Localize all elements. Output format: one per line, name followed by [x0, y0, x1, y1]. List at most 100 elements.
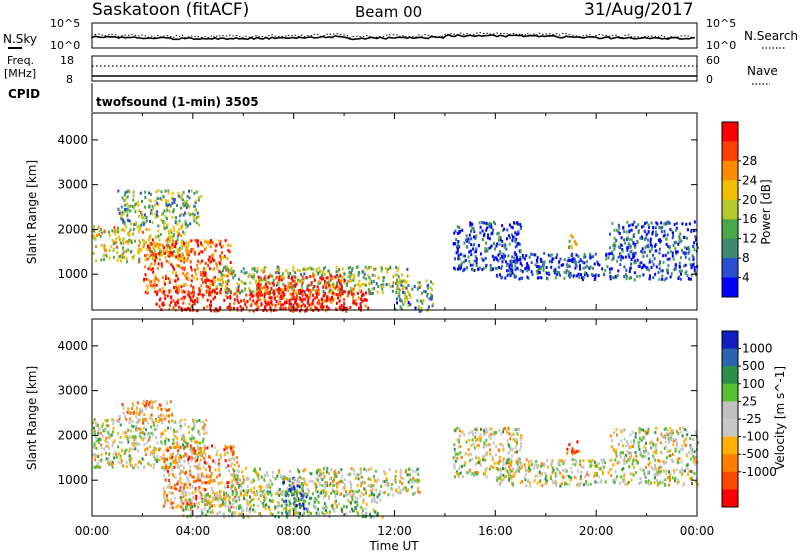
echo-cell — [401, 273, 404, 277]
echo-cell — [128, 449, 131, 452]
echo-cell — [463, 260, 466, 264]
echo-cell — [569, 478, 572, 482]
echo-cell — [549, 259, 552, 263]
echo-cell — [174, 420, 177, 424]
echo-cell — [580, 475, 582, 479]
echo-cell — [126, 240, 129, 244]
echo-cell — [245, 489, 248, 493]
echo-cell — [317, 474, 320, 477]
echo-cell — [333, 509, 336, 513]
echo-cell — [506, 263, 508, 267]
echo-cell — [172, 210, 175, 214]
echo-cell — [600, 458, 603, 462]
echo-cell — [169, 400, 172, 404]
echo-cell — [510, 271, 513, 275]
echo-cell — [223, 515, 226, 519]
echo-cell — [681, 467, 684, 471]
echo-cell — [123, 222, 126, 226]
echo-cell — [185, 222, 188, 226]
echo-cell — [664, 253, 667, 257]
echo-cell — [222, 273, 225, 277]
echo-cell — [569, 272, 572, 275]
echo-cell — [158, 403, 161, 407]
echo-cell — [547, 465, 549, 469]
echo-cell — [322, 284, 325, 288]
echo-cell — [177, 192, 180, 196]
echo-cell — [379, 498, 382, 502]
echo-cell — [620, 255, 623, 258]
echo-cell — [283, 307, 286, 311]
echo-cell — [370, 279, 373, 283]
echo-cell — [407, 292, 410, 296]
echo-cell — [625, 460, 628, 464]
echo-cell — [267, 483, 270, 487]
noise-left-tick-bottom: 10^0 — [50, 39, 80, 52]
echo-cell — [198, 462, 201, 466]
echo-cell — [172, 438, 175, 442]
echo-cell — [125, 418, 128, 421]
echo-cell — [409, 478, 412, 482]
echo-cell — [583, 255, 585, 259]
echo-cell — [164, 256, 167, 260]
echo-cell — [696, 460, 699, 464]
echo-cell — [126, 410, 129, 414]
echo-cell — [308, 502, 310, 505]
echo-cell — [225, 257, 228, 261]
echo-cell — [301, 289, 304, 293]
echo-cell — [220, 481, 223, 485]
echo-cell — [263, 473, 266, 477]
echo-cell — [294, 509, 297, 513]
echo-cell — [494, 266, 497, 270]
echo-cell — [114, 232, 117, 235]
echo-cell — [458, 231, 461, 235]
echo-cell — [391, 493, 394, 497]
echo-cell — [147, 462, 150, 466]
echo-cell — [132, 198, 135, 202]
echo-cell — [198, 289, 201, 293]
echo-cell — [298, 476, 301, 479]
echo-cell — [94, 236, 97, 240]
echo-cell — [322, 489, 325, 493]
echo-cell — [625, 268, 628, 272]
echo-cell — [453, 443, 456, 447]
echo-cell — [276, 505, 279, 509]
echo-cell — [458, 440, 460, 444]
echo-cell — [189, 448, 191, 452]
echo-cell — [578, 264, 581, 268]
echo-cell — [228, 305, 231, 309]
echo-cell — [187, 425, 190, 429]
echo-cell — [228, 499, 231, 502]
nave-tick-top: 60 — [706, 54, 720, 67]
echo-cell — [303, 511, 306, 515]
echo-cell — [257, 298, 260, 302]
echo-cell — [597, 461, 600, 465]
echo-cell — [482, 454, 485, 458]
echo-cell — [168, 466, 171, 469]
echo-cell — [542, 266, 545, 270]
echo-cell — [169, 245, 171, 249]
echo-cell — [185, 249, 187, 253]
echo-cell — [210, 309, 212, 313]
echo-cell — [212, 282, 215, 286]
echo-cell — [116, 258, 119, 262]
echo-cell — [513, 273, 516, 277]
echo-cell — [508, 273, 511, 277]
echo-cell — [316, 490, 319, 494]
echo-cell — [160, 218, 163, 222]
echo-cell — [149, 452, 152, 456]
echo-cell — [630, 478, 633, 482]
echo-cell — [663, 278, 666, 282]
echo-cell — [285, 507, 288, 511]
echo-cell — [647, 482, 650, 486]
echo-cell — [320, 277, 323, 281]
echo-cell — [281, 288, 283, 292]
echo-cell — [211, 510, 214, 514]
echo-cell — [162, 414, 165, 418]
echo-cell — [549, 474, 552, 478]
echo-cell — [202, 271, 205, 274]
echo-cell — [161, 243, 164, 247]
echo-cell — [365, 291, 367, 295]
echo-cell — [290, 292, 293, 296]
echo-cell — [456, 456, 459, 460]
echo-cell — [215, 243, 218, 247]
